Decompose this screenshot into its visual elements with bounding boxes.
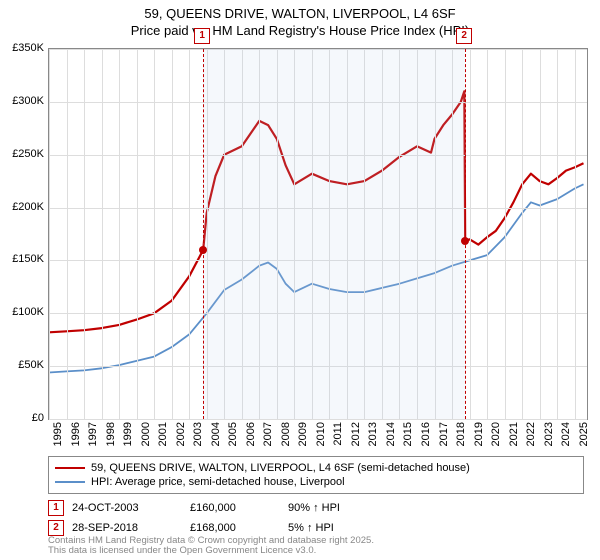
legend-label: HPI: Average price, semi-detached house,… [91,476,345,488]
x-tick-label: 2022 [525,422,537,452]
legend-swatch [55,481,85,483]
table-row: 1 24-OCT-2003 £160,000 90% ↑ HPI [48,498,408,518]
y-tick-label: £50K [4,359,44,371]
x-tick-label: 2007 [262,422,274,452]
sale-delta: 5% ↑ HPI [288,522,408,534]
x-tick-label: 2000 [140,422,152,452]
x-tick-label: 2012 [350,422,362,452]
marker-vline [203,49,204,419]
marker-badge: 1 [194,28,210,44]
x-tick-label: 2005 [227,422,239,452]
legend: 59, QUEENS DRIVE, WALTON, LIVERPOOL, L4 … [48,456,584,494]
gridline-v [487,49,488,419]
x-tick-label: 2016 [420,422,432,452]
marker-badge: 1 [48,500,64,516]
y-tick-label: £150K [4,253,44,265]
y-tick-label: £100K [4,306,44,318]
footer-attribution: Contains HM Land Registry data © Crown c… [48,536,374,557]
x-tick-label: 1998 [105,422,117,452]
x-tick-label: 2008 [280,422,292,452]
sale-delta: 90% ↑ HPI [288,502,408,514]
chart-title: 59, QUEENS DRIVE, WALTON, LIVERPOOL, L4 … [0,0,600,40]
x-tick-label: 2014 [385,422,397,452]
x-tick-label: 2009 [297,422,309,452]
y-tick-label: £350K [4,42,44,54]
gridline-v [102,49,103,419]
x-tick-label: 2004 [210,422,222,452]
marker-dot [199,246,207,254]
marker-badge: 2 [48,520,64,536]
chart-container: 59, QUEENS DRIVE, WALTON, LIVERPOOL, L4 … [0,0,600,560]
marker-vline [465,49,466,419]
gridline-h [49,419,587,420]
x-tick-label: 2011 [332,422,344,452]
gridline-v [557,49,558,419]
gridline-v [575,49,576,419]
marker-dot [461,237,469,245]
gridline-v [119,49,120,419]
x-tick-label: 2024 [560,422,572,452]
x-tick-label: 2003 [192,422,204,452]
gridline-v [505,49,506,419]
gridline-v [470,49,471,419]
gridline-v [137,49,138,419]
gridline-v [154,49,155,419]
gridline-v [49,49,50,419]
x-tick-label: 2010 [315,422,327,452]
x-tick-label: 1996 [70,422,82,452]
x-tick-label: 2017 [438,422,450,452]
plot-area [48,48,588,420]
x-tick-label: 2023 [543,422,555,452]
x-tick-label: 2015 [402,422,414,452]
title-line-2: Price paid vs. HM Land Registry's House … [0,23,600,40]
gridline-v [67,49,68,419]
x-tick-label: 1995 [52,422,64,452]
legend-item: HPI: Average price, semi-detached house,… [55,475,577,489]
sale-price: £160,000 [190,502,280,514]
legend-swatch [55,467,85,469]
x-tick-label: 2020 [490,422,502,452]
legend-item: 59, QUEENS DRIVE, WALTON, LIVERPOOL, L4 … [55,461,577,475]
x-tick-label: 1999 [122,422,134,452]
gridline-v [84,49,85,419]
x-tick-label: 2002 [175,422,187,452]
x-tick-label: 2001 [157,422,169,452]
sales-table: 1 24-OCT-2003 £160,000 90% ↑ HPI 2 28-SE… [48,498,408,538]
x-tick-label: 1997 [87,422,99,452]
legend-label: 59, QUEENS DRIVE, WALTON, LIVERPOOL, L4 … [91,462,470,474]
y-tick-label: £200K [4,201,44,213]
y-tick-label: £0 [4,412,44,424]
x-tick-label: 2019 [473,422,485,452]
title-line-1: 59, QUEENS DRIVE, WALTON, LIVERPOOL, L4 … [0,6,600,23]
ownership-shade [203,49,465,419]
sale-date: 28-SEP-2018 [72,522,182,534]
x-tick-label: 2013 [367,422,379,452]
gridline-v [189,49,190,419]
x-tick-label: 2018 [455,422,467,452]
gridline-v [540,49,541,419]
x-tick-label: 2006 [245,422,257,452]
x-tick-label: 2025 [578,422,590,452]
gridline-v [522,49,523,419]
y-tick-label: £300K [4,95,44,107]
sale-date: 24-OCT-2003 [72,502,182,514]
gridline-v [172,49,173,419]
sale-price: £168,000 [190,522,280,534]
x-tick-label: 2021 [508,422,520,452]
y-tick-label: £250K [4,148,44,160]
marker-badge: 2 [456,28,472,44]
footer-line-2: This data is licensed under the Open Gov… [48,546,374,556]
